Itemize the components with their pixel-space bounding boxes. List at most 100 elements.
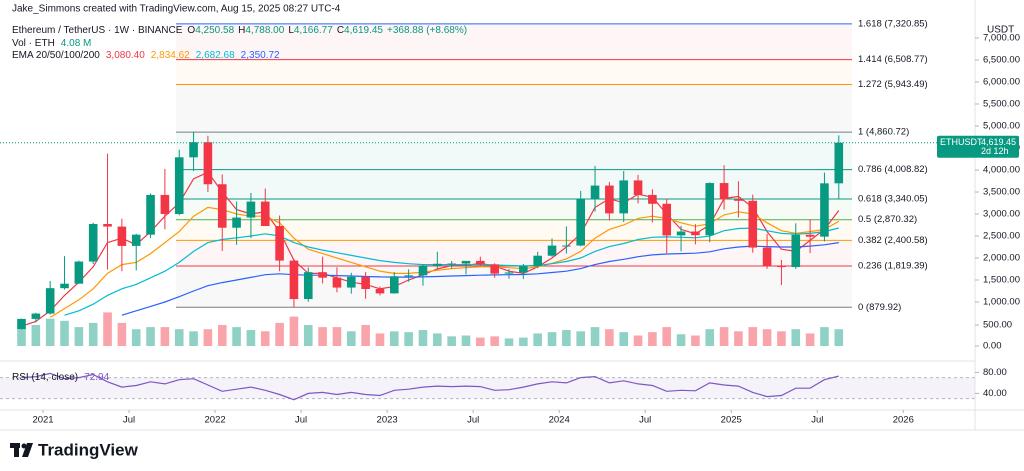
- volume-bar: [447, 336, 456, 346]
- candle-body: [834, 142, 844, 184]
- y-tick-label: 5,000.00: [983, 121, 1020, 132]
- volume-bar: [533, 333, 542, 346]
- candle-body: [820, 183, 829, 237]
- ema-value: 3,080.40: [106, 50, 145, 61]
- volume-bar: [461, 335, 471, 346]
- candle-body: [676, 231, 686, 236]
- volume-bar: [146, 327, 155, 346]
- candle-body: [131, 234, 141, 246]
- y-tick-label: 6,500.00: [983, 54, 1020, 65]
- candle-body: [461, 260, 471, 264]
- candle-body: [433, 263, 442, 266]
- candle-body: [805, 234, 815, 237]
- fib-zone: [176, 265, 852, 308]
- volume-bar: [705, 329, 715, 346]
- volume-bar: [590, 327, 600, 346]
- volume-bar: [103, 312, 112, 346]
- volume-bar: [719, 327, 729, 346]
- y-tick-label: 3,000.00: [983, 209, 1020, 220]
- candle-body: [476, 260, 485, 265]
- volume-bar: [519, 337, 528, 346]
- candle-body: [633, 180, 643, 195]
- fib-zone: [176, 59, 852, 85]
- candle-body: [203, 142, 213, 185]
- candle-body: [217, 184, 227, 228]
- candle-body: [346, 276, 356, 288]
- volume-bar: [217, 325, 227, 346]
- volume-bar: [203, 329, 213, 346]
- candle-body: [303, 272, 313, 300]
- fib-label: 0.786 (4,008.82): [858, 164, 928, 175]
- candle-body: [174, 157, 184, 214]
- ohlc-key: H: [238, 25, 245, 36]
- volume-bar: [404, 332, 413, 346]
- volume-bar: [390, 331, 399, 346]
- candle-body: [289, 260, 299, 300]
- candle-body: [74, 261, 84, 284]
- brand-logo: [10, 443, 33, 457]
- fib-label: 0.382 (2,400.58): [858, 235, 928, 246]
- candle-body: [103, 223, 112, 227]
- rsi-tick-label: 40.00: [983, 388, 1007, 399]
- y-tick-label: 6,000.00: [983, 76, 1020, 87]
- volume-bar: [160, 327, 170, 346]
- volume-bar: [605, 329, 614, 346]
- candle-body: [748, 200, 758, 248]
- price-tag: [937, 135, 1019, 158]
- change: +368.88 (+8.68%): [387, 25, 467, 36]
- rsi-value: 72.94: [84, 372, 109, 383]
- candle-body: [705, 183, 715, 236]
- ema-value: 2,350.72: [241, 50, 280, 61]
- volume-bar: [174, 329, 184, 346]
- volume-bar: [748, 327, 758, 346]
- fib-label: 0 (879.92): [858, 302, 901, 313]
- volume-bar: [805, 333, 815, 346]
- volume-bar: [662, 327, 672, 346]
- candle-body: [60, 283, 69, 289]
- ema-legend: EMA 20/50/100/200 3,080.40 2,834.62 2,682.6…: [12, 50, 280, 61]
- candle-body: [275, 226, 284, 261]
- symbol: Ethereum / TetherUS · 1W · BINANCE: [12, 25, 183, 36]
- attribution: Jake_Simmons created with TradingView.co…: [12, 4, 341, 15]
- volume-bar: [117, 322, 127, 346]
- volume-bar: [433, 333, 442, 346]
- fib-zone: [176, 199, 852, 220]
- volume-bar: [45, 318, 55, 346]
- candle-body: [562, 245, 571, 247]
- volume-bar: [734, 331, 743, 346]
- ema-line: [121, 242, 839, 316]
- volume-bar: [361, 325, 370, 346]
- ema-value: 2,834.62: [151, 50, 190, 61]
- candle-body: [648, 194, 657, 204]
- ema-value: 2,682.68: [196, 50, 235, 61]
- currency-unit: USDT: [987, 25, 1014, 36]
- candle-body: [160, 194, 170, 214]
- candle-body: [117, 226, 127, 246]
- x-tick-label: 2021: [32, 415, 53, 426]
- candle-body: [45, 288, 55, 314]
- x-tick-label: Jul: [811, 415, 823, 426]
- volume-bar: [31, 325, 41, 346]
- logo-part: [22, 443, 33, 457]
- x-tick-label: Jul: [295, 415, 307, 426]
- candle-body: [17, 318, 26, 330]
- volume-bar: [820, 327, 829, 346]
- x-tick-label: 2024: [549, 415, 570, 426]
- fib-label: 1.618 (7,320.85): [858, 18, 928, 29]
- volume-bar: [289, 316, 299, 346]
- fib-zone: [176, 169, 852, 200]
- fib-label: 1.272 (5,943.49): [858, 79, 928, 90]
- ema-line: [21, 171, 840, 327]
- candle-body: [490, 264, 499, 274]
- y-tick-label: 1,000.00: [983, 297, 1020, 308]
- price-tag-symbol: ETHUSDT: [940, 137, 983, 147]
- candle-body: [662, 203, 672, 236]
- candle-body: [246, 201, 256, 218]
- volume-bar: [246, 330, 256, 346]
- volume-bar: [131, 329, 141, 346]
- candle-body: [375, 289, 385, 294]
- volume-bar: [275, 322, 284, 346]
- x-tick-label: 2023: [377, 415, 398, 426]
